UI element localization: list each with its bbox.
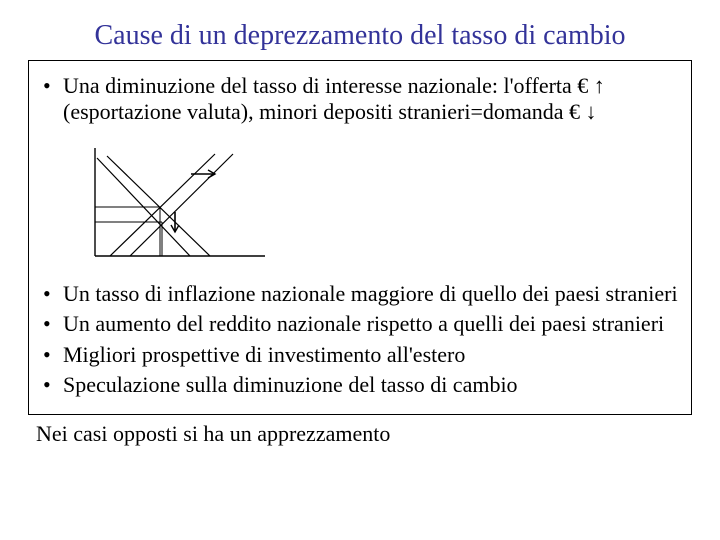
bullet-item: Migliori prospettive di investimento all… — [39, 342, 681, 368]
bullet-item: Speculazione sulla diminuzione del tasso… — [39, 372, 681, 398]
bullet-list-1: Una diminuzione del tasso di interesse n… — [39, 73, 681, 126]
content-box: Una diminuzione del tasso di interesse n… — [28, 60, 692, 415]
bullet-item: Una diminuzione del tasso di interesse n… — [39, 73, 681, 126]
bullet-item: Un tasso di inflazione nazionale maggior… — [39, 281, 681, 307]
bullet-item: Un aumento del reddito nazionale rispett… — [39, 311, 681, 337]
supply-demand-diagram — [75, 136, 275, 266]
bullet-list-2: Un tasso di inflazione nazionale maggior… — [39, 281, 681, 399]
diagram-container — [39, 130, 681, 277]
slide-title: Cause di un deprezzamento del tasso di c… — [0, 0, 720, 60]
footer-note: Nei casi opposti si ha un apprezzamento — [36, 421, 684, 447]
slide: Cause di un deprezzamento del tasso di c… — [0, 0, 720, 540]
